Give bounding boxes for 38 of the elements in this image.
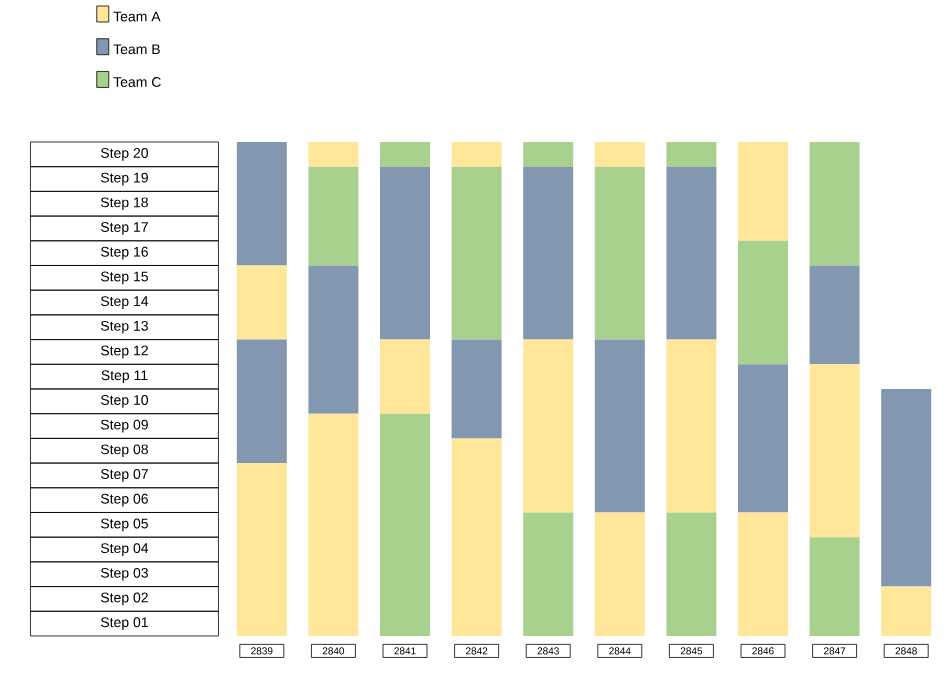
bar: [594, 512, 645, 636]
bar: [738, 240, 788, 365]
bar: [451, 166, 502, 340]
bar: [666, 141, 717, 167]
bar: [380, 339, 431, 414]
bar: [594, 339, 645, 513]
bar: [308, 413, 359, 636]
bar: [666, 166, 717, 340]
bar: [666, 339, 717, 513]
bar: [451, 339, 502, 439]
bar: [809, 265, 860, 365]
bar: [666, 512, 717, 636]
bar: [380, 413, 431, 636]
bar: [451, 141, 502, 167]
bar: [881, 586, 932, 636]
bar: [594, 166, 645, 340]
bar: [523, 339, 574, 513]
bar: [308, 141, 359, 167]
bar: [523, 141, 574, 167]
bar: [881, 388, 932, 587]
bar: [236, 265, 287, 340]
bar: [809, 364, 860, 538]
bar: [738, 141, 788, 241]
bar: [523, 166, 574, 340]
bar: [308, 265, 359, 414]
bar: [809, 537, 860, 636]
bar: [236, 141, 287, 266]
bar: [380, 166, 431, 340]
bar: [738, 512, 788, 636]
bar: [594, 141, 645, 167]
bar: [809, 141, 860, 266]
bar: [236, 463, 287, 636]
bar: [236, 339, 287, 464]
bar: [380, 141, 431, 167]
bar: [738, 364, 788, 513]
bar: [451, 438, 502, 636]
bar: [523, 512, 574, 636]
bar: [308, 166, 359, 266]
